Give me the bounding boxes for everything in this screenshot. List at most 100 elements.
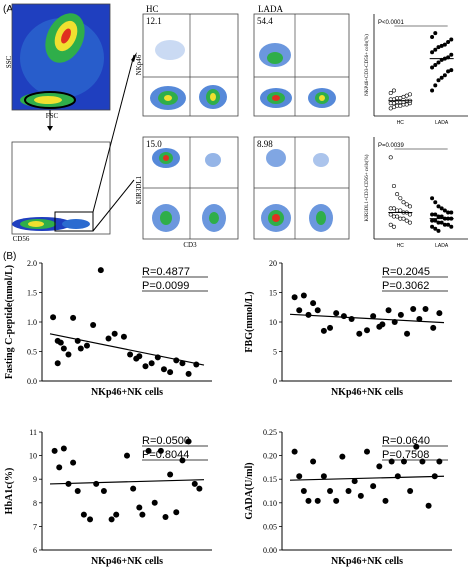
- scatter-1-y-tick-label: 1.5: [27, 289, 37, 298]
- nk-gate: [54, 211, 94, 232]
- scatter-2-point: [404, 330, 411, 337]
- scatter-2-point: [436, 310, 443, 317]
- scatter-3-y-tick-label: 7: [33, 522, 37, 531]
- dotplot-2-point: [407, 220, 412, 225]
- dotplot-1-point: [449, 68, 454, 73]
- dotplot-2-point: [395, 214, 400, 219]
- scatter-1-point: [185, 370, 192, 377]
- dotplot-2-point: [430, 218, 435, 223]
- dotplot-1-point: [391, 105, 396, 110]
- scatter-3-point: [70, 459, 77, 466]
- scatter-1-point: [136, 353, 143, 360]
- dotplot-2-point: [433, 200, 438, 205]
- scatter-2-point: [327, 324, 334, 331]
- dotplot-1-point: [446, 40, 451, 45]
- scatter-2-y-tick-label: 5: [273, 348, 277, 357]
- scatter-3-point: [56, 464, 63, 471]
- scatter-1-point: [160, 366, 167, 373]
- scatter-4-point: [376, 463, 383, 470]
- dotplot-2-point: [391, 214, 396, 219]
- dotplot-2-point: [388, 222, 393, 227]
- scatter-2-point: [310, 300, 317, 307]
- scatter-4-point: [310, 458, 317, 465]
- scatter-3-point: [167, 471, 174, 478]
- scatter-2-point: [296, 307, 303, 314]
- dotplot-2-point: [439, 206, 444, 211]
- scatter-1-y-tick-label: 1.0: [27, 318, 37, 327]
- flow-pct-kir-lada: 8.98: [257, 139, 273, 149]
- scatter-3-y-tick-label: 11: [29, 428, 37, 437]
- scatter-1-point: [65, 351, 72, 358]
- dotplot-1-point: [436, 60, 441, 65]
- dotplot-1-point: [398, 96, 403, 101]
- scatter-1-point: [77, 345, 84, 352]
- dotplot-2-point: [433, 218, 438, 223]
- scatter-3-point: [108, 516, 115, 523]
- gate1-plot: SSC FSC: [5, 3, 111, 120]
- flow-pct-nkp46-lada: 54.4: [257, 16, 273, 26]
- dotplot-2-point: [407, 204, 412, 209]
- dotplot-1-point: [433, 47, 438, 52]
- flow-pct-nkp46-hc: 12.1: [146, 16, 162, 26]
- scatter-2-point: [370, 313, 377, 320]
- dotplot-2-point: [401, 216, 406, 221]
- dotplot-1-pvalue: P<0.0001: [378, 20, 405, 26]
- dotplot-2-point: [449, 224, 454, 229]
- dotplot-2-point: [398, 196, 403, 201]
- dotplot-1-point: [446, 69, 451, 74]
- dotplot-1-category-label: LADA: [435, 120, 449, 126]
- scatter-4-point: [425, 502, 432, 509]
- dotplot-2-point: [439, 214, 444, 219]
- dotplot-2-point: [446, 222, 451, 227]
- dotplot-1-point: [436, 78, 441, 83]
- scatter-3-point: [151, 499, 158, 506]
- dotplot-2-point: [436, 214, 441, 219]
- scatter-2-y-tick-label: 20: [269, 259, 277, 268]
- scatter-3-point: [191, 480, 198, 487]
- scatter-3-point: [185, 438, 192, 445]
- scatter-3-y-tick-label: 6: [33, 546, 37, 555]
- dotplot-2-point: [401, 200, 406, 205]
- scatter-3-point: [130, 485, 137, 492]
- scatter-4-point: [394, 473, 401, 480]
- scatter-2-point: [416, 316, 423, 323]
- scatter-3-point: [113, 511, 120, 518]
- scatter-3-point: [139, 511, 146, 518]
- scatter-1-point: [90, 321, 97, 328]
- scatter-2-point: [385, 307, 392, 314]
- dotplot-1-point: [433, 83, 438, 88]
- scatter-4-y-tick-label: 0.15: [263, 475, 277, 484]
- dotplot-1-point: [439, 43, 444, 48]
- scatter-4-r-value: R=0.0640: [382, 435, 430, 447]
- dotplot-1-point: [401, 94, 406, 99]
- dotplot-1-point: [404, 93, 409, 98]
- scatter-1-ylabel: Fasting C-peptide(nmol/L): [4, 265, 15, 379]
- scatter-4-point: [339, 453, 346, 460]
- dotplot-1-point: [430, 65, 435, 70]
- lymphocyte-gate: [24, 91, 76, 109]
- dotplot-2-pvalue: P=0.0039: [378, 143, 405, 149]
- scatter-4-point: [333, 497, 340, 504]
- scatter-4-point: [407, 488, 414, 494]
- scatter-2-point: [333, 310, 340, 317]
- scatter-4-point: [382, 497, 389, 504]
- scatter-2-p-value: P=0.3062: [382, 280, 429, 292]
- flow-xlabel-cd3: CD3: [183, 241, 197, 249]
- dotplot-2-point: [446, 210, 451, 215]
- scatter-1-y-tick-label: 2.0: [27, 259, 37, 268]
- scatter-2-point: [364, 327, 370, 334]
- dotplot-2-point: [433, 226, 438, 231]
- flow-ylabel-nkp46: NKp46: [135, 54, 143, 75]
- scatter-2-point: [300, 292, 307, 299]
- gate-link-line-2: [92, 179, 135, 232]
- panel-label-a: (A): [3, 4, 16, 15]
- scatter-4-point: [314, 497, 321, 504]
- scatter-4-y-tick-label: 0.00: [263, 546, 277, 555]
- scatter-2-point: [410, 306, 417, 313]
- scatter-2-ylabel: FBG(mmol/L): [244, 291, 255, 352]
- scatter-4-trend-line: [289, 475, 445, 481]
- scatter-3-y-tick-label: 10: [29, 452, 37, 461]
- scatter-1-point: [97, 267, 104, 274]
- scatter-2-point: [320, 327, 327, 334]
